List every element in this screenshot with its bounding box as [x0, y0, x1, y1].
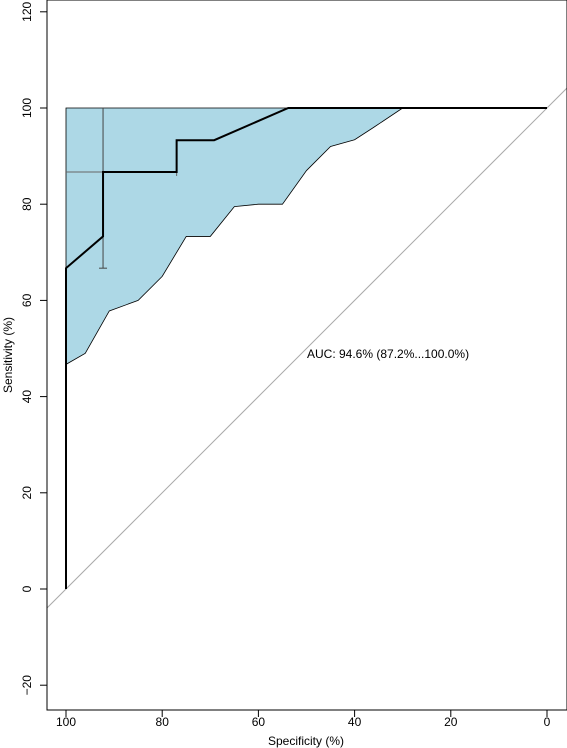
y-tick-label: 80 [20, 197, 34, 211]
x-tick-label: 100 [56, 715, 76, 729]
x-axis-title: Specificity (%) [268, 734, 344, 748]
y-tick-label: 60 [20, 293, 34, 307]
y-tick-label: 20 [20, 486, 34, 500]
reference-diagonal [47, 87, 567, 609]
plot-frame [46, 0, 567, 711]
roc-curve [65, 107, 547, 589]
y-tick-label: 40 [20, 390, 34, 404]
y-tick-label: 120 [20, 1, 34, 21]
x-tick-label: 20 [444, 715, 458, 729]
auc-annotation: AUC: 94.6% (87.2%...100.0%) [307, 347, 469, 361]
x-tick-label: 80 [156, 715, 170, 729]
x-tick-label: 40 [348, 715, 362, 729]
y-tick-label: 0 [20, 585, 34, 592]
y-tick-label: 100 [20, 98, 34, 118]
ci-band [65, 107, 405, 366]
y-tick-label: −20 [20, 675, 34, 696]
x-tick-label: 60 [252, 715, 266, 729]
y-axis-title: Sensitivity (%) [1, 317, 15, 393]
x-tick-label: 0 [544, 715, 551, 729]
